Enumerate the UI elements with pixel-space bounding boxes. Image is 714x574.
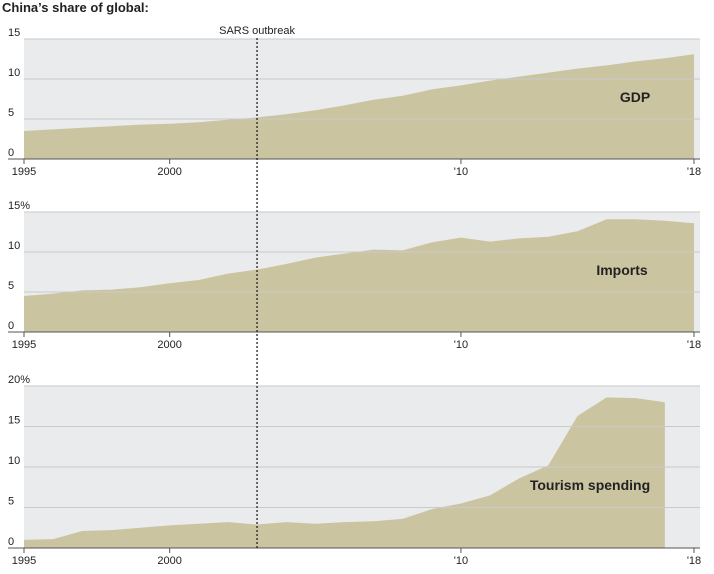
x-tick-label: 1995 (12, 166, 36, 178)
area (24, 219, 694, 332)
y-tick-label: 10 (8, 455, 20, 467)
y-tick-label: 20% (8, 374, 30, 386)
x-tick-label: '18 (687, 339, 701, 351)
x-tick-label: 1995 (12, 555, 36, 567)
y-tick-label: 0 (8, 320, 14, 332)
x-tick-label: '10 (454, 166, 468, 178)
x-tick-label: '18 (687, 166, 701, 178)
x-tick-label: 2000 (157, 555, 181, 567)
y-tick-label: 0 (8, 147, 14, 159)
y-tick-label: 15 (8, 27, 20, 39)
x-tick-label: 2000 (157, 166, 181, 178)
y-tick-label: 5 (8, 280, 14, 292)
x-tick-label: '10 (454, 339, 468, 351)
panel-label: GDP (620, 89, 650, 105)
y-tick-label: 5 (8, 107, 14, 119)
x-tick-label: 2000 (157, 339, 181, 351)
x-tick-label: '18 (687, 555, 701, 567)
x-tick-label: 1995 (12, 339, 36, 351)
panel-label: Imports (596, 262, 648, 278)
y-tick-label: 5 (8, 496, 14, 508)
y-tick-label: 15% (8, 200, 30, 212)
panel-label: Tourism spending (530, 477, 650, 493)
annotation-label: SARS outbreak (219, 25, 295, 37)
area (24, 397, 665, 548)
y-tick-label: 10 (8, 67, 20, 79)
chart-title: China’s share of global: (2, 0, 149, 15)
area (24, 54, 694, 160)
y-tick-label: 10 (8, 240, 20, 252)
x-tick-label: '10 (454, 555, 468, 567)
y-tick-label: 0 (8, 536, 14, 548)
y-tick-label: 15 (8, 415, 20, 427)
